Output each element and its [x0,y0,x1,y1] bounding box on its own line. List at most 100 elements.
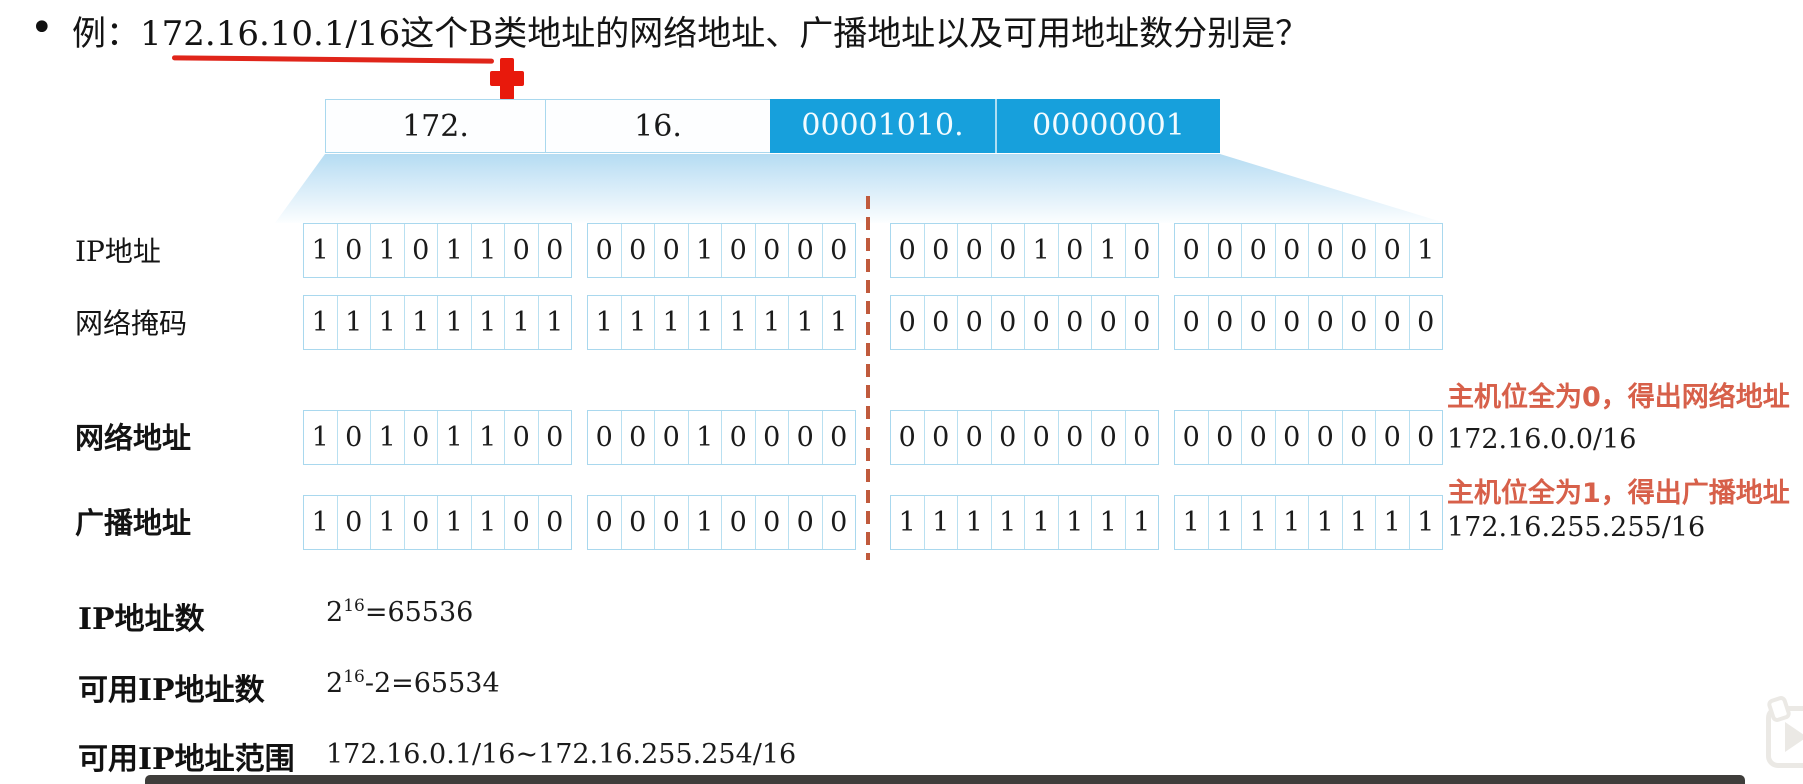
title-bullet: • [30,5,54,51]
bit-cell: 0 [990,411,1025,464]
bit-cell: 1 [1091,496,1125,549]
bit-cell: 0 [1274,296,1309,349]
bit-cell: 0 [336,496,371,549]
bit-cell: 0 [898,235,916,266]
red-underline [171,55,495,64]
bit-cell: 0 [654,496,688,549]
bit-cell: 1 [336,296,371,349]
bottom-dark-bar [145,775,1745,784]
bit-cell: 0 [1182,307,1200,338]
octet-cell-decimal-2: 16. [545,99,770,153]
bit-cell: 1 [437,496,471,549]
bit-cell: 0 [957,411,991,464]
bit-cell: 1 [687,296,722,349]
bit-cell: 0 [504,496,538,549]
bit-cell: 0 [1341,296,1376,349]
bit-cell: 0 [1057,411,1092,464]
bit-cell: 1 [311,507,329,538]
bit-cell: 1 [898,507,916,538]
bit-cell: 1 [470,496,505,549]
bit-cell: 1 [370,411,404,464]
bit-cell: 1 [437,411,471,464]
bit-cell: 0 [1274,411,1309,464]
gradient-funnel [275,154,1445,223]
bit-cell: 0 [1341,224,1376,277]
bit-cell: 0 [721,411,755,464]
bit-cell: 0 [821,411,856,464]
bit-cell: 0 [1182,235,1200,266]
bit-cell: 0 [1308,224,1342,277]
bit-cell: 0 [504,224,538,277]
bit-cell: 0 [788,411,822,464]
bit-cell: 0 [1375,224,1409,277]
bit-cell: 0 [654,411,688,464]
bit-cell: 0 [721,496,755,549]
summary-value: 216=65536 [326,596,474,628]
bit-cell: 1 [721,296,755,349]
title-ip-address: 172.16.10.1/16 [140,14,401,54]
summary-label: 可用IP地址范围 [78,742,295,777]
bit-cell: 0 [1024,411,1058,464]
bit-cell: 0 [1182,422,1200,453]
bit-cell: 1 [1341,496,1376,549]
octet-cell-binary-4: 00000001 [995,99,1220,153]
bit-cell: 0 [403,496,438,549]
bit-cell: 0 [1408,296,1443,349]
network-address-note: 主机位全为0，得出网络地址 [1447,382,1790,413]
bit-cell: 1 [311,235,329,266]
bit-cell: 1 [1408,496,1443,549]
bit-cell: 0 [595,422,613,453]
bit-cell: 0 [1207,224,1242,277]
bit-cell: 1 [1124,496,1159,549]
bit-row-label: 网络掩码 [75,307,188,340]
bit-cell: 0 [1091,296,1125,349]
bit-cell: 0 [923,296,958,349]
bit-cell: 1 [687,224,722,277]
bit-cell: 0 [537,411,572,464]
bit-cell: 0 [754,224,789,277]
bit-cell: 0 [1308,296,1342,349]
bit-cell: 1 [1308,496,1342,549]
bit-cell: 0 [403,411,438,464]
bit-cell: 0 [1124,411,1159,464]
bit-cell: 0 [1308,411,1342,464]
bit-cell: 0 [620,224,655,277]
bit-cell: 1 [504,296,538,349]
bit-cell: 0 [990,224,1025,277]
bit-cell: 0 [754,496,789,549]
bit-cell: 0 [1375,296,1409,349]
bit-cell: 0 [504,411,538,464]
summary-value: 172.16.0.1/16~172.16.255.254/16 [326,739,797,770]
octet-cell-decimal-1: 172. [325,99,545,153]
bit-cell: 0 [403,224,438,277]
bit-cell: 0 [537,496,572,549]
bit-cell: 1 [821,296,856,349]
bit-cell: 1 [1057,496,1092,549]
play-icon[interactable] [1765,694,1803,768]
octet-header-row: 172. 16. 00001010. 00000001 [325,99,1220,153]
bit-cell: 0 [1207,296,1242,349]
bit-cell: 0 [923,411,958,464]
bit-cell: 0 [620,496,655,549]
bit-cell: 0 [1124,296,1159,349]
bit-cell: 1 [537,296,572,349]
bit-cell: 1 [370,496,404,549]
bit-cell: 0 [595,235,613,266]
bit-cell: 0 [1024,296,1058,349]
broadcast-address-note: 主机位全为1，得出广播地址 [1447,478,1790,509]
bit-cell: 0 [336,411,371,464]
bit-cell: 1 [470,296,505,349]
bit-cell: 0 [595,507,613,538]
